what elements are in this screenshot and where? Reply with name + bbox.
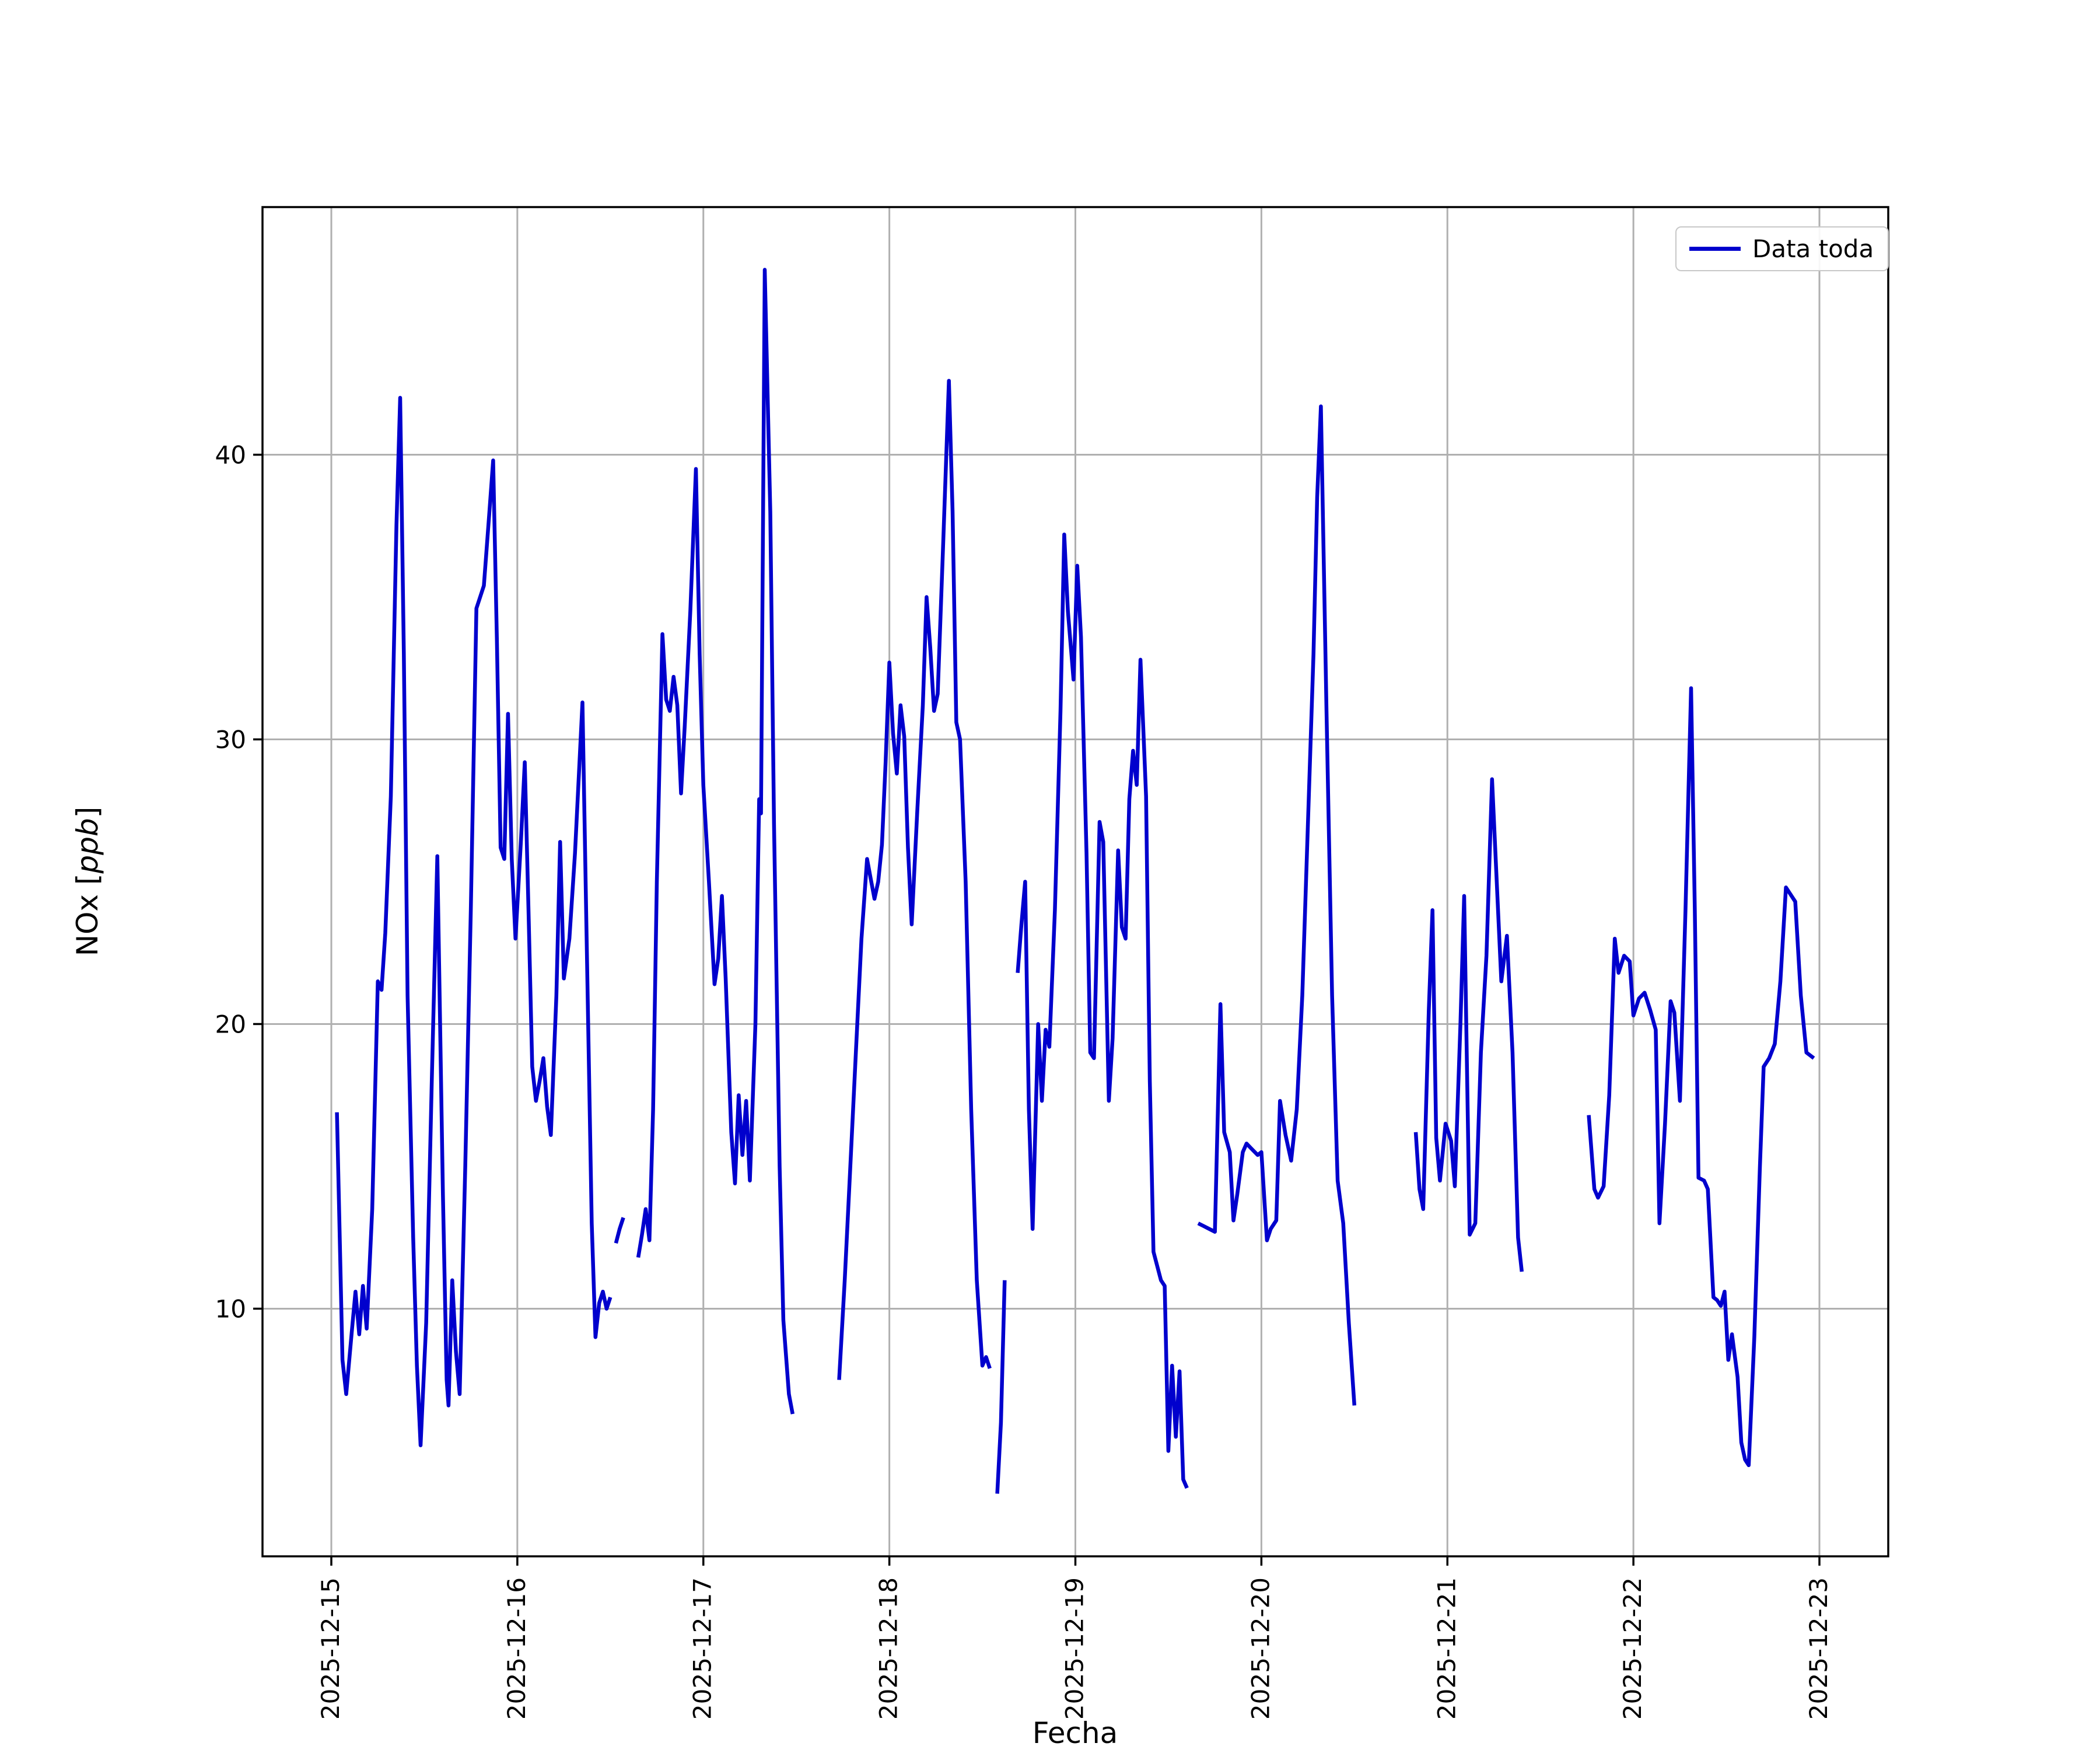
y-tick-label: 30 (215, 726, 246, 754)
x-tick-label: 2025-12-21 (1432, 1577, 1461, 1720)
data-series-line (614, 1217, 625, 1244)
data-series-line (1413, 777, 1524, 1272)
y-axis-label-unit: ppb (71, 818, 104, 874)
x-tick-label: 2025-12-23 (1804, 1577, 1833, 1720)
data-series-line (335, 396, 612, 1447)
y-tick-label: 20 (215, 1010, 246, 1038)
x-tick-label: 2025-12-18 (874, 1577, 903, 1720)
data-series-line (1016, 532, 1189, 1489)
legend-line-sample-icon (1689, 247, 1741, 251)
data-series-line (1197, 404, 1357, 1406)
data-series-line (636, 268, 794, 1415)
data-series-line (995, 1280, 1007, 1494)
x-tick-label: 2025-12-16 (502, 1577, 531, 1720)
x-tick-label: 2025-12-15 (316, 1577, 345, 1720)
y-axis-label-prefix: NOx [ (71, 873, 104, 957)
x-axis-label: Fecha (1032, 1716, 1118, 1750)
y-tick-label: 40 (215, 441, 246, 470)
x-tick-label: 2025-12-22 (1618, 1577, 1647, 1720)
y-tick-label: 10 (215, 1294, 246, 1323)
data-series-line (837, 379, 992, 1380)
x-tick-label: 2025-12-17 (688, 1577, 717, 1720)
x-tick-label: 2025-12-19 (1060, 1577, 1089, 1720)
data-series-line (1587, 686, 1815, 1468)
y-axis-label-suffix: ] (71, 806, 104, 818)
legend-label: Data toda (1752, 235, 1874, 263)
y-axis-label: NOx [ppb] (71, 807, 104, 956)
x-tick-label: 2025-12-20 (1246, 1577, 1275, 1720)
legend: Data toda (1675, 226, 1889, 271)
